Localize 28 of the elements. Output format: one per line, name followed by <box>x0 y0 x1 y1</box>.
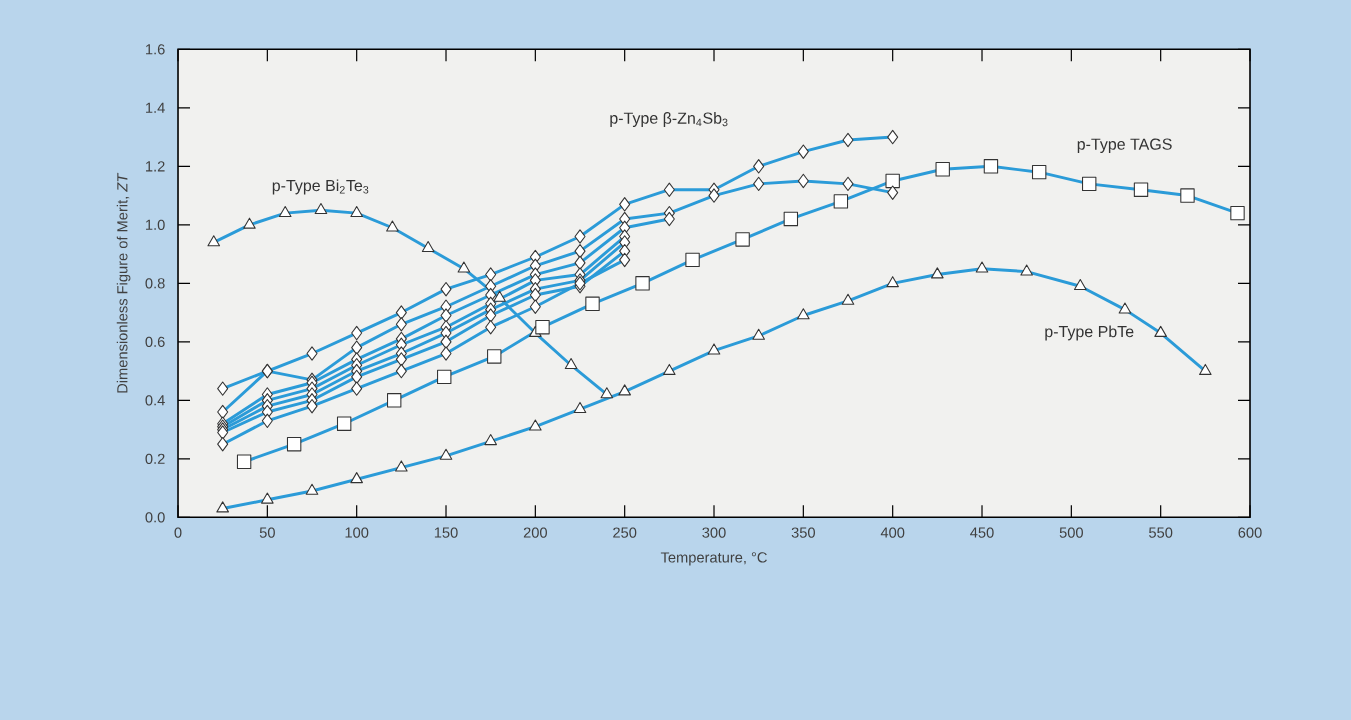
y-tick-label: 1.0 <box>146 219 165 231</box>
x-tick-label: 200 <box>523 527 547 538</box>
annotation: p-Type Bi$_{2}$Te$_{3}$ <box>272 179 369 195</box>
y-tick-label: 0.2 <box>145 453 165 465</box>
y-tick-label: 1.4 <box>146 102 165 113</box>
x-tick-label: 400 <box>880 527 905 538</box>
x-tick-label: 250 <box>613 527 637 538</box>
x-tick-label: 100 <box>345 527 369 538</box>
x-tick-label: 350 <box>791 527 815 538</box>
x-tick-label: 600 <box>1238 527 1262 538</box>
x-tick-label: 0 <box>174 527 182 538</box>
x-axis-title: Temperature, °C <box>660 552 767 566</box>
x-tick-label: 150 <box>434 527 458 538</box>
x-tick-label: 450 <box>970 527 994 538</box>
x-tick-label: 550 <box>1149 527 1173 538</box>
annotation: p-Type β-Zn$_{4}$Sb$_{3}$ <box>610 112 728 127</box>
x-tick-label: 300 <box>702 527 726 538</box>
y-tick-label: 0.8 <box>145 278 165 289</box>
y-tick-label: 1.2 <box>146 161 165 172</box>
y-tick-label: 1.6 <box>146 44 165 55</box>
x-tick-label: 50 <box>259 527 275 538</box>
annotation: p-Type PbTe <box>1045 325 1134 341</box>
y-tick-label: 0.0 <box>145 512 165 523</box>
y-axis-title: Dimensionless Figure of Merit, ZT <box>116 172 131 393</box>
y-tick-label: 0.4 <box>145 395 165 406</box>
annotation: p-Type TAGS <box>1077 138 1172 153</box>
x-tick-label: 500 <box>1059 527 1083 538</box>
y-tick-label: 0.6 <box>145 336 165 348</box>
